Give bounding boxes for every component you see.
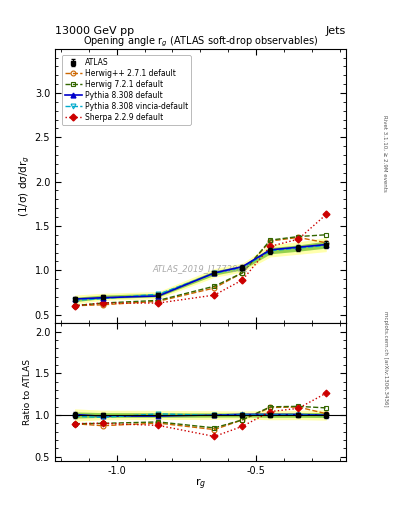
Sherpa 2.2.9 default <box>156 300 161 306</box>
Sherpa 2.2.9 default <box>212 292 217 298</box>
Herwig++ 2.7.1 default <box>268 238 273 244</box>
Pythia 8.308 default <box>72 296 77 302</box>
Text: ATLAS_2019_I1772062: ATLAS_2019_I1772062 <box>152 264 248 273</box>
Pythia 8.308 default <box>100 294 105 301</box>
Sherpa 2.2.9 default <box>100 300 105 306</box>
Pythia 8.308 vincia-default <box>212 270 217 276</box>
Herwig++ 2.7.1 default <box>100 302 105 308</box>
Herwig++ 2.7.1 default <box>72 303 77 309</box>
Title: Opening angle r$_g$ (ATLAS soft-drop observables): Opening angle r$_g$ (ATLAS soft-drop obs… <box>83 34 318 49</box>
Pythia 8.308 vincia-default <box>268 248 273 254</box>
Sherpa 2.2.9 default <box>296 236 301 242</box>
Herwig++ 2.7.1 default <box>296 234 301 241</box>
Pythia 8.308 default <box>212 270 217 276</box>
Pythia 8.308 default <box>296 244 301 250</box>
Line: Pythia 8.308 default: Pythia 8.308 default <box>72 242 329 302</box>
Line: Herwig 7.2.1 default: Herwig 7.2.1 default <box>72 232 329 308</box>
Herwig++ 2.7.1 default <box>324 240 329 246</box>
Herwig 7.2.1 default <box>268 237 273 243</box>
Sherpa 2.2.9 default <box>324 211 329 218</box>
Herwig 7.2.1 default <box>240 270 245 276</box>
Y-axis label: Ratio to ATLAS: Ratio to ATLAS <box>23 359 32 425</box>
Sherpa 2.2.9 default <box>240 277 245 283</box>
Pythia 8.308 vincia-default <box>156 291 161 297</box>
Y-axis label: (1/σ) dσ/dr$_g$: (1/σ) dσ/dr$_g$ <box>17 155 32 217</box>
Pythia 8.308 default <box>324 242 329 248</box>
Pythia 8.308 vincia-default <box>296 245 301 251</box>
Pythia 8.308 vincia-default <box>100 295 105 302</box>
Herwig 7.2.1 default <box>156 297 161 304</box>
Herwig++ 2.7.1 default <box>156 298 161 304</box>
Line: Pythia 8.308 vincia-default: Pythia 8.308 vincia-default <box>72 243 329 303</box>
Herwig 7.2.1 default <box>324 232 329 238</box>
Line: Herwig++ 2.7.1 default: Herwig++ 2.7.1 default <box>72 235 329 308</box>
Line: Sherpa 2.2.9 default: Sherpa 2.2.9 default <box>72 212 329 308</box>
Herwig 7.2.1 default <box>296 233 301 240</box>
Herwig 7.2.1 default <box>100 300 105 306</box>
Pythia 8.308 vincia-default <box>72 297 77 304</box>
Legend: ATLAS, Herwig++ 2.7.1 default, Herwig 7.2.1 default, Pythia 8.308 default, Pythi: ATLAS, Herwig++ 2.7.1 default, Herwig 7.… <box>62 55 191 125</box>
Pythia 8.308 default <box>268 247 273 253</box>
Pythia 8.308 vincia-default <box>324 242 329 248</box>
Sherpa 2.2.9 default <box>72 303 77 309</box>
Text: Jets: Jets <box>325 26 346 36</box>
Text: mcplots.cern.ch [arXiv:1306.3436]: mcplots.cern.ch [arXiv:1306.3436] <box>383 311 387 406</box>
Pythia 8.308 default <box>156 293 161 299</box>
Text: 13000 GeV pp: 13000 GeV pp <box>55 26 134 36</box>
Sherpa 2.2.9 default <box>268 243 273 249</box>
Pythia 8.308 vincia-default <box>240 265 245 271</box>
Text: Rivet 3.1.10, ≥ 2.9M events: Rivet 3.1.10, ≥ 2.9M events <box>383 115 387 192</box>
Herwig++ 2.7.1 default <box>240 270 245 276</box>
Herwig 7.2.1 default <box>212 283 217 289</box>
Herwig 7.2.1 default <box>72 303 77 309</box>
Pythia 8.308 default <box>240 264 245 270</box>
Herwig++ 2.7.1 default <box>212 285 217 291</box>
X-axis label: r$_g$: r$_g$ <box>195 477 206 493</box>
